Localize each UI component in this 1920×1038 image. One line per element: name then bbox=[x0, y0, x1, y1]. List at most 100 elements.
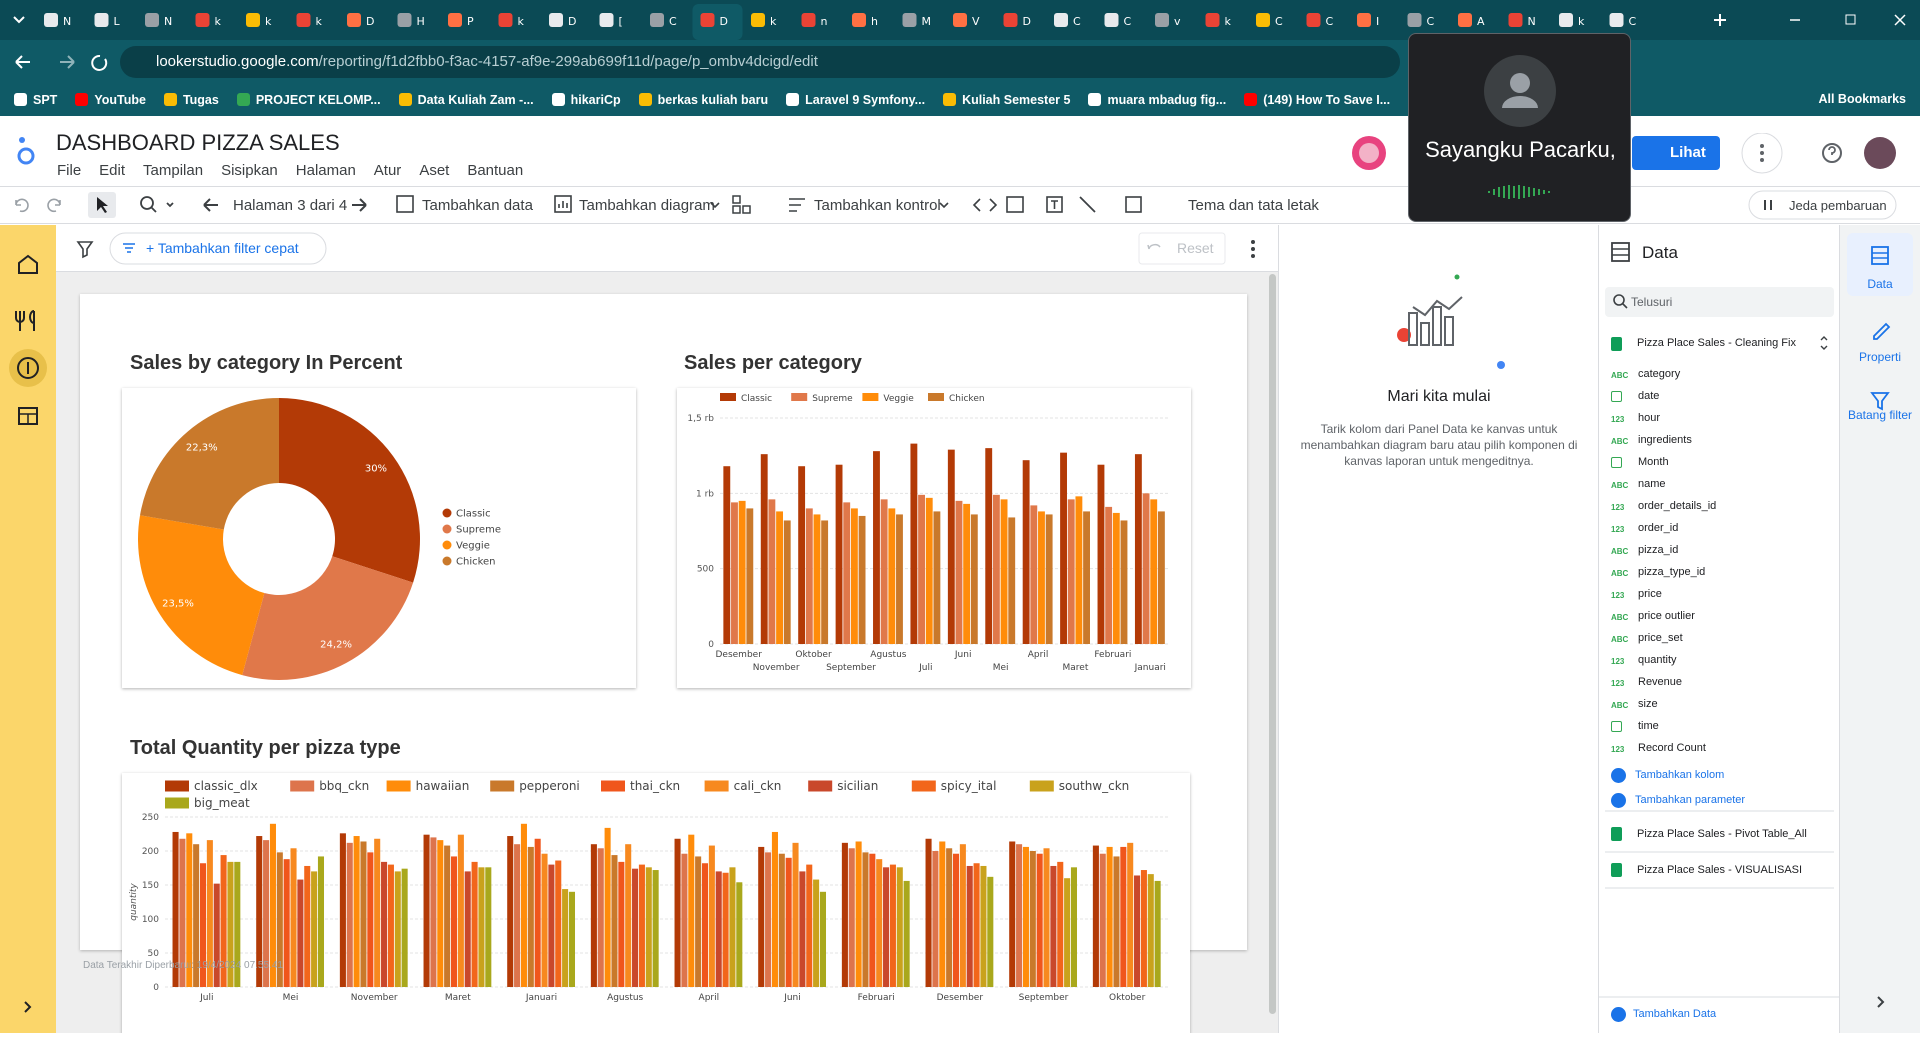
expand-nav[interactable] bbox=[24, 1001, 32, 1013]
field-name[interactable]: pizza_id bbox=[1638, 544, 1679, 556]
data-source[interactable]: Pizza Place Sales - Pivot Table_All bbox=[1637, 828, 1807, 840]
pie-card[interactable]: 30% 24,2% 23,5% 22,3% Classic Supreme Veggie Ch… bbox=[122, 388, 636, 688]
bookmark[interactable]: Laravel 9 Symfony... bbox=[786, 93, 925, 107]
url-field[interactable]: lookerstudio.google.com/reporting/f1d2fb… bbox=[120, 46, 1400, 78]
prev-page[interactable] bbox=[203, 198, 218, 212]
more-menu[interactable] bbox=[1741, 133, 1783, 174]
filter-tab[interactable] bbox=[1870, 392, 1890, 411]
bookmark[interactable]: muara mbadug fig... bbox=[1088, 93, 1226, 107]
bookmark[interactable]: YouTube bbox=[75, 93, 146, 107]
close[interactable] bbox=[1894, 14, 1906, 26]
bar-card[interactable]: 0 500 1 rb 1,5 rb Desember November Oktober Sep… bbox=[677, 388, 1191, 688]
menu-page[interactable] bbox=[15, 310, 35, 331]
menu-item[interactable]: Sisipkan bbox=[221, 162, 278, 179]
search-box[interactable] bbox=[1605, 287, 1834, 317]
bookmark[interactable]: SPT bbox=[14, 93, 57, 107]
menu-item[interactable]: Aset bbox=[419, 162, 450, 179]
field-name[interactable]: time bbox=[1638, 720, 1659, 732]
rail-label[interactable]: Properti bbox=[1858, 350, 1902, 364]
add-data-link[interactable]: Tambahkan Data bbox=[1633, 1008, 1717, 1020]
new-tab[interactable] bbox=[1714, 14, 1726, 26]
back[interactable] bbox=[15, 55, 30, 69]
add-control-icon[interactable] bbox=[789, 198, 805, 212]
menu-item[interactable]: Halaman bbox=[295, 162, 356, 179]
home[interactable] bbox=[18, 254, 38, 274]
bookmark[interactable]: Tugas bbox=[163, 93, 219, 107]
theme[interactable]: Tema dan tata letak bbox=[1188, 197, 1319, 214]
add-chart[interactable]: Tambahkan diagram bbox=[579, 197, 715, 214]
field-name[interactable]: size bbox=[1638, 698, 1658, 710]
line-tool[interactable] bbox=[1079, 196, 1096, 213]
text-tool[interactable] bbox=[1046, 196, 1063, 213]
shape-tool[interactable] bbox=[1125, 196, 1142, 213]
rail-label[interactable]: Batang filter bbox=[1847, 408, 1913, 422]
view-label[interactable]: Lihat bbox=[1670, 144, 1706, 161]
bookmark[interactable]: berkas kuliah baru bbox=[638, 93, 768, 107]
field-name[interactable]: order_details_id bbox=[1638, 500, 1717, 512]
menu-item[interactable]: Bantuan bbox=[467, 162, 524, 179]
menu-item[interactable]: Edit bbox=[99, 162, 126, 179]
scrollbar[interactable] bbox=[1269, 274, 1276, 1014]
data-source[interactable]: Pizza Place Sales - VISUALISASI bbox=[1637, 864, 1803, 876]
field-name[interactable]: price outlier bbox=[1638, 610, 1695, 622]
next-page[interactable] bbox=[352, 198, 367, 212]
data-source[interactable]: Pizza Place Sales - Cleaning Fix bbox=[1637, 337, 1796, 349]
field-name[interactable]: Record Count bbox=[1638, 742, 1706, 754]
quick-filter[interactable]: + Tambahkan filter cepat bbox=[146, 240, 299, 256]
legend-label: Supreme bbox=[812, 394, 853, 404]
image[interactable] bbox=[1006, 196, 1024, 213]
field-name[interactable]: price_set bbox=[1638, 632, 1683, 644]
field-name[interactable]: Revenue bbox=[1638, 676, 1683, 688]
field-name[interactable]: ingredients bbox=[1638, 434, 1692, 446]
bookmark[interactable]: Data Kuliah Zam -... bbox=[398, 93, 534, 107]
field-name[interactable]: hour bbox=[1638, 412, 1661, 424]
menu-item[interactable]: File bbox=[57, 162, 82, 179]
rail-label[interactable]: Data bbox=[1867, 277, 1893, 291]
reload[interactable] bbox=[91, 54, 108, 71]
forward[interactable] bbox=[60, 55, 75, 69]
field-name[interactable]: price bbox=[1638, 588, 1662, 600]
report-title[interactable]: DASHBOARD PIZZA SALES bbox=[56, 130, 340, 155]
quick-filter-pill[interactable] bbox=[109, 232, 327, 265]
field-name[interactable]: date bbox=[1638, 390, 1660, 402]
reset-button[interactable] bbox=[1138, 232, 1226, 265]
add-control[interactable]: Tambahkan kontrol bbox=[814, 197, 941, 214]
field-name[interactable]: name bbox=[1638, 478, 1666, 490]
view-button[interactable] bbox=[1632, 136, 1720, 170]
field-name[interactable]: quantity bbox=[1638, 654, 1677, 666]
zoom[interactable] bbox=[140, 196, 154, 210]
collapse[interactable] bbox=[1877, 996, 1885, 1008]
menu-item[interactable]: Tampilan bbox=[143, 162, 204, 179]
field-name[interactable]: category bbox=[1638, 368, 1681, 380]
search[interactable]: Telusuri bbox=[1631, 295, 1673, 309]
undo[interactable] bbox=[15, 198, 29, 213]
reset[interactable]: Reset bbox=[1177, 240, 1214, 256]
add-link[interactable]: Tambahkan kolom bbox=[1635, 769, 1725, 781]
add-data[interactable]: Tambahkan data bbox=[422, 197, 533, 214]
all-bookmarks[interactable]: All Bookmarks bbox=[1818, 92, 1906, 106]
field-name[interactable]: order_id bbox=[1638, 522, 1679, 534]
menu-item[interactable]: Atur bbox=[373, 162, 402, 179]
community-icon[interactable] bbox=[732, 195, 741, 204]
embed[interactable] bbox=[972, 198, 998, 212]
properties-tab[interactable] bbox=[1873, 322, 1891, 340]
pause-button[interactable] bbox=[1748, 190, 1897, 220]
bookmark[interactable]: PROJECT KELOMP... bbox=[236, 93, 381, 107]
bookmark[interactable]: hikariCp bbox=[551, 93, 621, 107]
add-data-icon[interactable] bbox=[396, 195, 414, 213]
field-name[interactable]: pizza_type_id bbox=[1638, 566, 1706, 578]
field-name[interactable]: Month bbox=[1638, 456, 1669, 468]
filter-icon[interactable] bbox=[76, 241, 94, 259]
bar-card[interactable]: 0 50 100 150 200 250 quantity Juli Mei November Ma… bbox=[122, 773, 1190, 1033]
tab-search[interactable] bbox=[13, 16, 25, 24]
video-call-overlay[interactable]: Sayangku Pacarku, bbox=[1408, 33, 1631, 222]
bookmark[interactable]: (149) How To Save I... bbox=[1244, 93, 1390, 107]
add-link[interactable]: Tambahkan parameter bbox=[1635, 794, 1746, 806]
restore[interactable] bbox=[1845, 14, 1856, 25]
add-chart-icon[interactable] bbox=[554, 195, 572, 213]
profile[interactable] bbox=[1864, 137, 1896, 169]
redo[interactable] bbox=[47, 198, 61, 213]
pause-updates[interactable]: Jeda pembaruan bbox=[1789, 198, 1887, 213]
help[interactable] bbox=[1822, 143, 1842, 163]
bookmark[interactable]: Kuliah Semester 5 bbox=[943, 93, 1070, 107]
